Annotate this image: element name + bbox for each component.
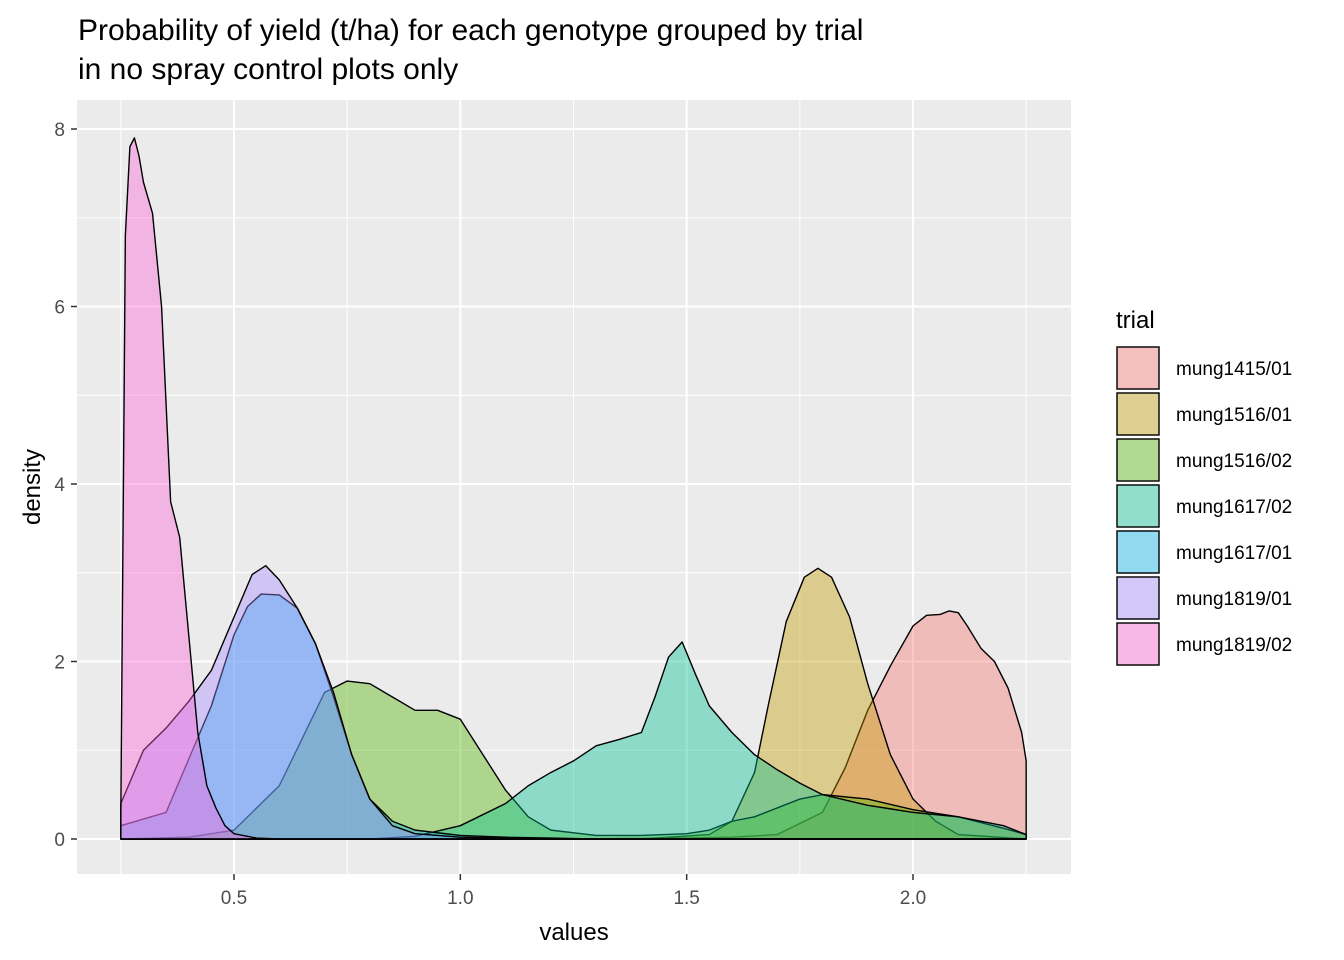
legend-swatch [1116, 530, 1160, 574]
legend-label: mung1617/02 [1176, 497, 1292, 518]
legend-label: mung1415/01 [1176, 359, 1292, 380]
legend-label: mung1819/02 [1176, 635, 1292, 656]
legend-swatch [1116, 346, 1160, 390]
density-area-mung1617-02 [120, 641, 1027, 840]
legend-key-background [1116, 346, 1160, 390]
x-tick-label: 1.5 [673, 888, 699, 909]
y-tick-label: 0 [54, 830, 65, 851]
x-tick-label: 2.0 [900, 888, 926, 909]
legend-key-background [1116, 530, 1160, 574]
density-area-mung1819-01 [120, 564, 1027, 840]
minor-gridlines [77, 100, 1071, 874]
y-tick-label: 2 [54, 653, 65, 674]
x-axis: 0.5 1.0 1.5 2.0 [221, 874, 926, 909]
legend-swatch [1116, 392, 1160, 436]
legend-key-background [1116, 622, 1160, 666]
density-area-mung1516-02 [120, 680, 1027, 840]
legend-label: mung1516/01 [1176, 405, 1292, 426]
density-area-mung1516-01 [120, 567, 1027, 840]
chart-title-line-2: in no spray control plots only [78, 53, 458, 86]
y-axis: 0 2 4 6 8 [54, 120, 77, 851]
y-tick-label: 4 [54, 475, 65, 496]
legend-swatch [1116, 438, 1160, 482]
legend-title: trial [1116, 307, 1155, 334]
legend: trial mung1415/01 mung1516/01 mung1516/02 m… [1116, 307, 1292, 666]
legend-swatch [1116, 484, 1160, 528]
legend-key-background [1116, 438, 1160, 482]
y-tick-label: 8 [54, 120, 65, 141]
legend-label: mung1516/02 [1176, 451, 1292, 472]
y-tick-label: 6 [54, 298, 65, 319]
x-tick-label: 0.5 [221, 888, 247, 909]
legend-key-background [1116, 576, 1160, 620]
legend-swatch [1116, 622, 1160, 666]
y-axis-title: density [19, 449, 46, 525]
density-areas [120, 137, 1027, 840]
x-axis-title: values [539, 919, 608, 946]
chart-title-line-1: Probability of yield (t/ha) for each gen… [78, 14, 863, 47]
density-area-mung1617-01 [120, 593, 1027, 840]
x-tick-label: 1.0 [447, 888, 473, 909]
legend-key-background [1116, 392, 1160, 436]
density-area-mung1819-02 [120, 137, 1027, 840]
major-gridlines [77, 100, 1071, 874]
legend-swatch [1116, 576, 1160, 620]
legend-label: mung1819/01 [1176, 589, 1292, 610]
legend-label: mung1617/01 [1176, 543, 1292, 564]
legend-key-background [1116, 484, 1160, 528]
